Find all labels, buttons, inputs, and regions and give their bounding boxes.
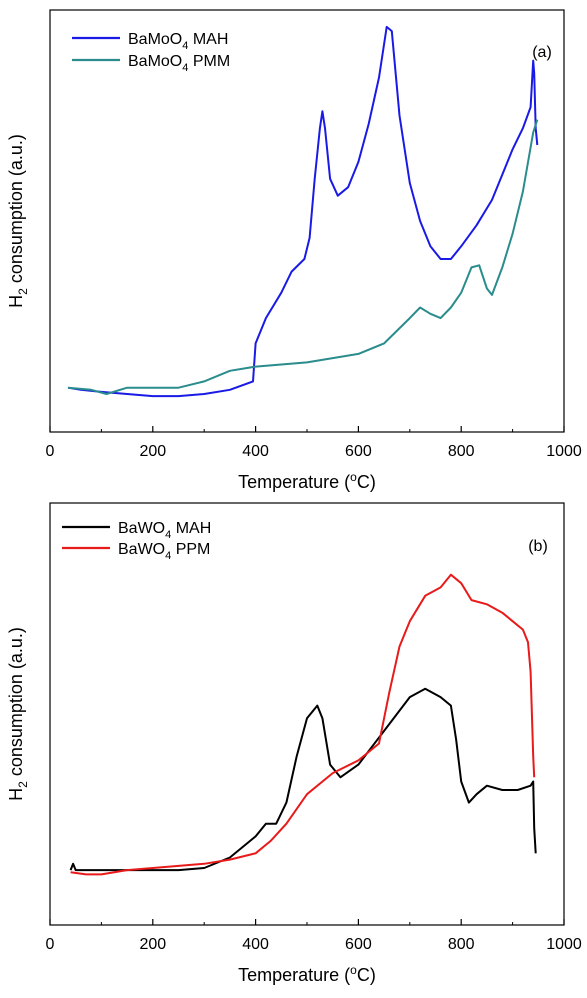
x-tick-label: 0 xyxy=(46,443,55,460)
y-axis-label: H2 consumption (a.u.) xyxy=(6,134,30,308)
x-tick-label: 0 xyxy=(46,936,55,953)
legend-label-1: BaMoO4 MAH xyxy=(128,31,228,52)
legend-label-2: BaMoO4 PMM xyxy=(128,53,230,74)
series-line-2 xyxy=(70,573,536,876)
legend-label-1: BaWO4 MAH xyxy=(118,520,211,541)
x-tick-label: 800 xyxy=(448,936,475,953)
panel-a: 0 200 400 600 800 1000 Temperature (oC) H2 cons… xyxy=(6,9,582,492)
x-tick-label: 1000 xyxy=(546,443,582,460)
series-line-2 xyxy=(67,119,539,395)
panel-label: (b) xyxy=(528,538,548,555)
series-line-1 xyxy=(67,25,539,398)
x-tick-label: 400 xyxy=(242,936,269,953)
legend-label-2: BaWO4 PPM xyxy=(118,541,210,562)
x-tick-label: 400 xyxy=(242,443,269,460)
x-tick-label: 600 xyxy=(345,936,372,953)
x-axis-label: Temperature (oC) xyxy=(238,963,376,985)
x-tick-label: 600 xyxy=(345,443,372,460)
series-line-1 xyxy=(69,687,537,872)
x-tick-label: 200 xyxy=(139,443,166,460)
x-tick-label: 800 xyxy=(448,443,475,460)
plot-frame xyxy=(49,9,565,433)
panel-label: (a) xyxy=(532,44,552,61)
panel-b: 0 200 400 600 800 1000 Temperature (oC) H2 cons… xyxy=(6,502,582,985)
x-tick-label: 200 xyxy=(139,936,166,953)
y-axis-label: H2 consumption (a.u.) xyxy=(6,627,30,801)
x-tick-label: 1000 xyxy=(546,936,582,953)
plot-frame xyxy=(49,502,565,926)
x-axis-label: Temperature (oC) xyxy=(238,470,376,492)
